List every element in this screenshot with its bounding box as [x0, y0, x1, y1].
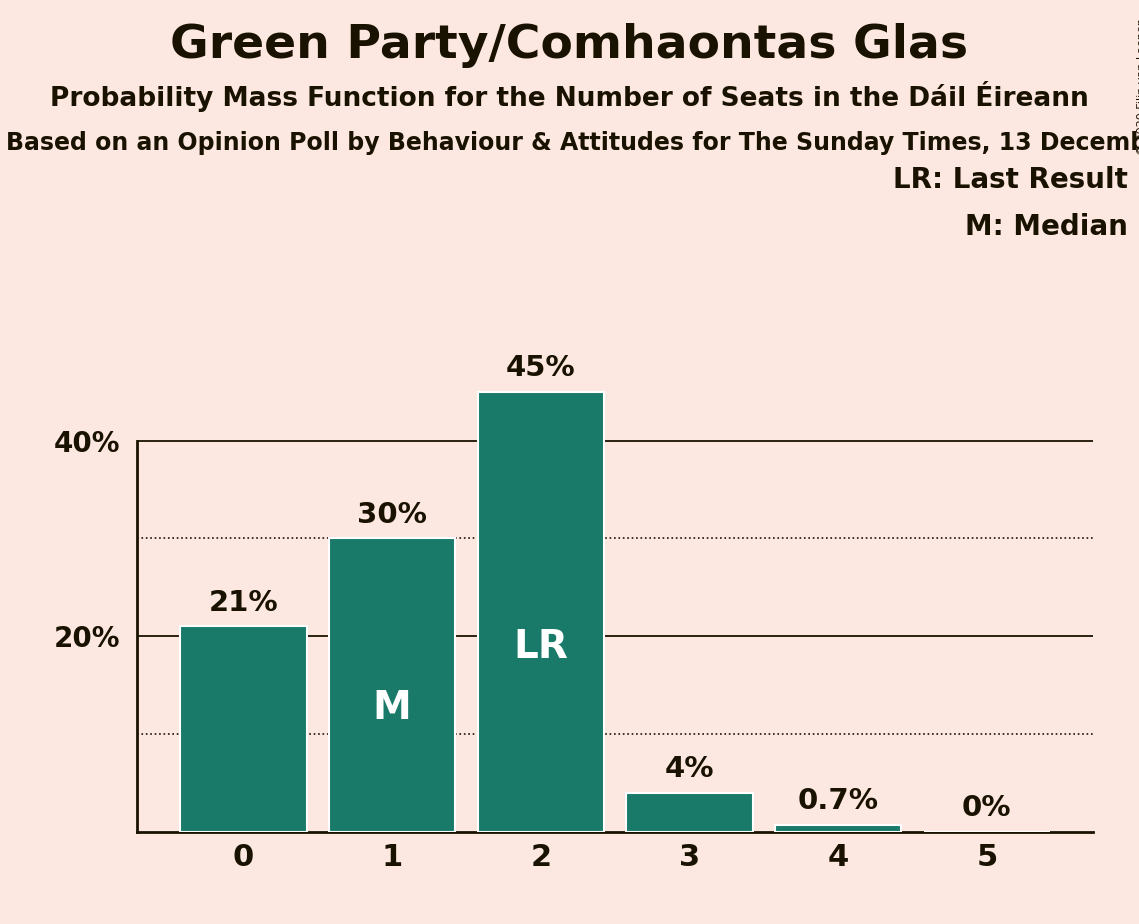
Text: 0.7%: 0.7%: [797, 787, 878, 815]
Bar: [329, 539, 456, 832]
Bar: [180, 626, 306, 832]
Text: LR: LR: [514, 628, 568, 666]
Text: Green Party/Comhaontas Glas: Green Party/Comhaontas Glas: [171, 23, 968, 68]
Bar: [775, 825, 901, 832]
Text: 21%: 21%: [208, 589, 278, 616]
Bar: [477, 392, 604, 832]
Text: 45%: 45%: [506, 354, 575, 382]
Text: © 2020 Filip van Laenen: © 2020 Filip van Laenen: [1137, 18, 1139, 155]
Text: LR: Last Result: LR: Last Result: [893, 166, 1128, 194]
Text: Probability Mass Function for the Number of Seats in the Dáil Éireann: Probability Mass Function for the Number…: [50, 81, 1089, 113]
Text: 4%: 4%: [665, 755, 714, 783]
Text: Based on an Opinion Poll by Behaviour & Attitudes for The Sunday Times, 13 Decem: Based on an Opinion Poll by Behaviour & …: [6, 131, 1139, 155]
Text: M: M: [372, 689, 411, 727]
Text: 30%: 30%: [358, 501, 427, 529]
Text: 0%: 0%: [962, 794, 1011, 821]
Text: M: Median: M: Median: [965, 213, 1128, 240]
Bar: [626, 793, 753, 832]
